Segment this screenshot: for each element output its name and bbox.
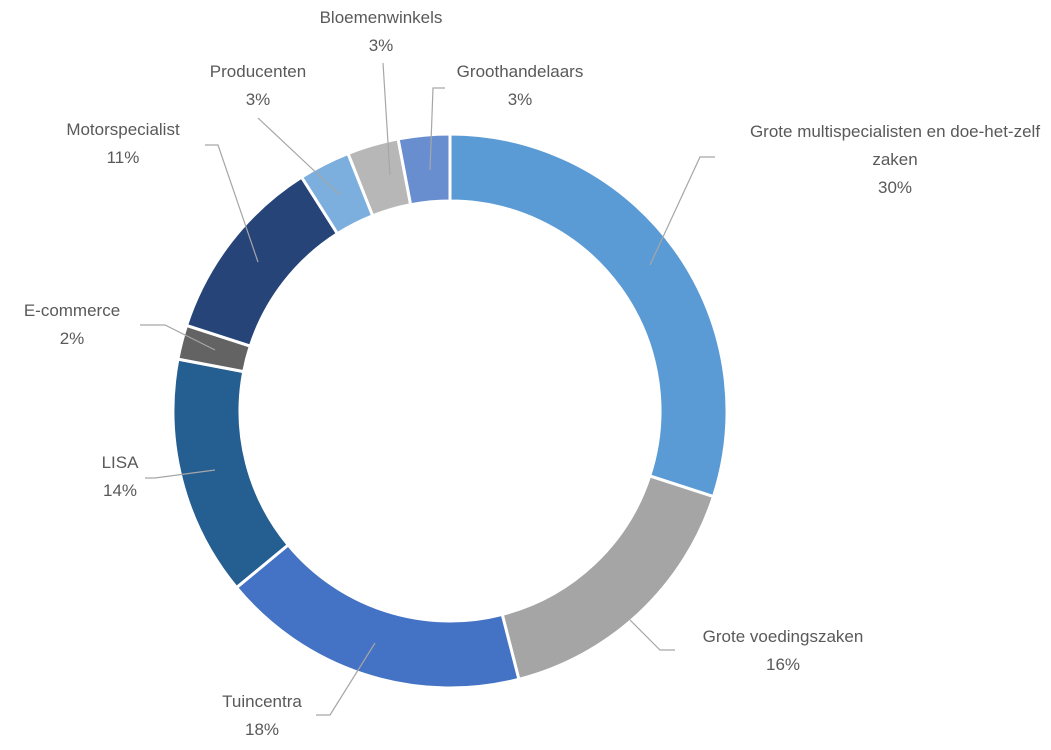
slice-value-label: 3%: [245, 90, 271, 109]
slice-label: Motorspecialist: [66, 120, 180, 139]
donut-slice: [500, 474, 716, 682]
donut-slice: [234, 542, 521, 690]
donut-slice: [448, 132, 729, 499]
leader-line: [382, 62, 391, 176]
slice-label: Grote multispecialisten en doe-het-zelf …: [749, 122, 1041, 169]
leader-line: [629, 619, 675, 651]
slice-value-label: 11%: [106, 148, 140, 167]
slice-value-label: 30%: [877, 178, 913, 197]
slice-label: Groothandelaars: [456, 62, 584, 81]
donut-slice: [184, 175, 340, 348]
slice-value-label: 2%: [59, 329, 85, 348]
slice-value-label: 3%: [368, 36, 394, 55]
slice-value-label: 18%: [244, 720, 280, 739]
leader-line: [429, 87, 445, 171]
leader-line: [205, 144, 259, 263]
leader-line: [140, 324, 216, 351]
slice-value-label: 14%: [102, 481, 138, 500]
slice-label: Bloemenwinkels: [319, 8, 443, 27]
leader-line: [257, 117, 341, 196]
slice-label: Grote voedingszaken: [702, 627, 864, 646]
leader-line: [145, 469, 216, 479]
slice-label: E-commerce: [23, 301, 121, 320]
donut-slice: [396, 132, 452, 207]
slice-label: Tuincentra: [222, 692, 302, 711]
slice-value-label: 3%: [507, 90, 533, 109]
slice-label: LISA: [101, 453, 139, 472]
slice-value-label: 16%: [765, 655, 801, 674]
slice-label: Producenten: [209, 62, 307, 81]
leader-line: [316, 642, 376, 716]
leader-line: [649, 156, 715, 266]
